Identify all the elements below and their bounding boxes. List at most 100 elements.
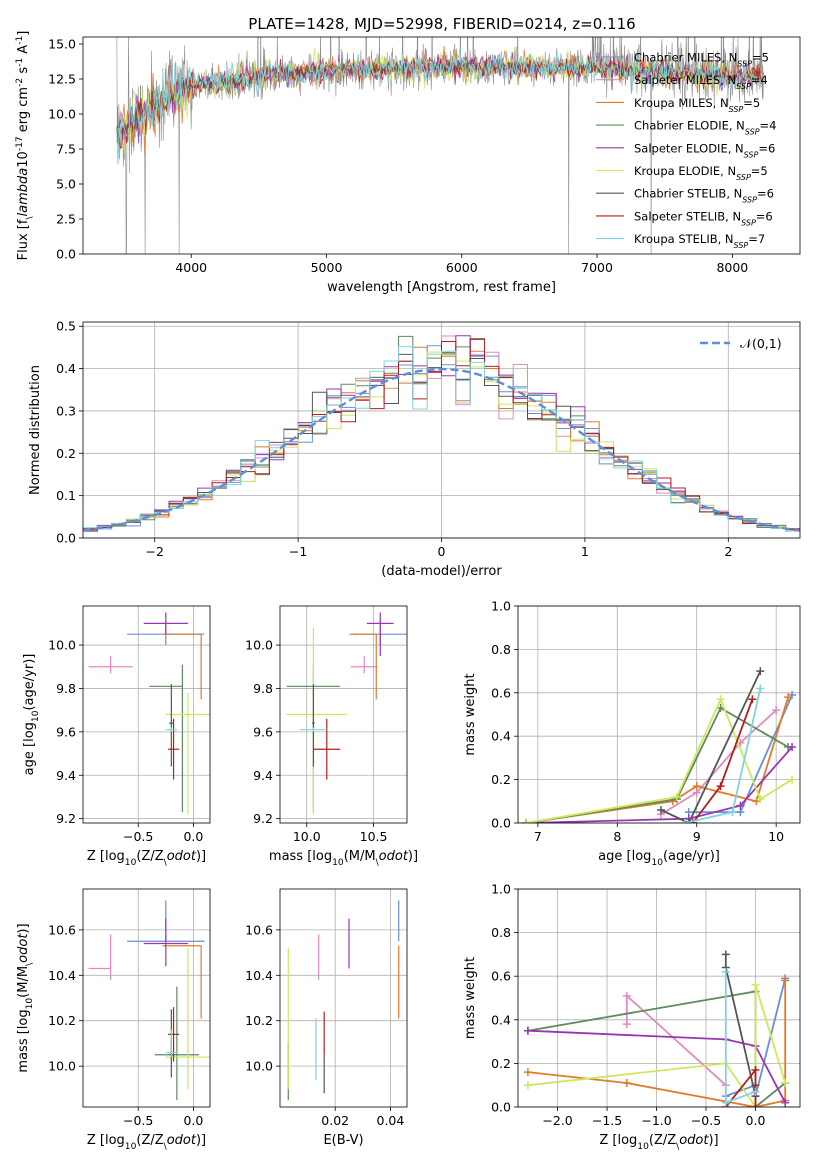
y-axis-label: mass weight [463,673,478,755]
legend-entry-chabrier-miles: Chabrier MILES, NSSP=5 [634,51,769,69]
label-fragment: 10 [332,858,344,868]
y-axis-label: mass weight [463,957,478,1039]
weight-line-chabrier-stelib [660,670,762,823]
label-fragment: \ [676,1142,680,1152]
y-tick-label: 0.6 [491,969,511,984]
label-fragment: Z [log [87,849,125,864]
label-fragment: (Z/Z [136,1133,163,1148]
label-fragment: s [16,67,31,78]
weight-marker-chabrier-stelib [721,950,730,959]
plot-area [83,335,800,532]
label-fragment: 𝒩(0,1) [740,336,782,351]
weight-z-axes: −2.0 −1.5 −1.0 −0.5 0.0 0.0 0.2 0.4 0.6 0.8 1.0 Z [… [463,882,801,1152]
label-fragment: mass [log [16,1009,31,1072]
label-fragment: \ [376,858,380,868]
legend-entry-salpeter-miles: Salpeter MILES, NSSP=4 [634,73,768,91]
label-fragment: 10 [651,858,663,868]
x-tick-label: −0.5 [691,1113,721,1128]
label-fragment: erg cm [16,87,31,136]
y-tick-label: 0.3 [56,403,76,418]
x-tick-label: 2 [724,544,732,559]
legend-subscript: SSP [745,127,760,136]
legend-subscript: SSP [742,195,757,204]
y-axis-label: age [log10(age/yr)] [22,654,41,776]
y-tick-label: 0.2 [56,446,76,461]
label-fragment: (M/M [16,966,31,998]
model-spectrum-salpeter-stelib [116,55,764,149]
y-tick-label: 0.4 [491,729,511,744]
weight-marker-salpeter-elodie [523,1026,532,1035]
x-tick-label: 0.02 [321,1113,349,1128]
y-tick-label: 10.2 [245,1013,273,1028]
y-tick-label: 12.5 [48,72,76,87]
label-fragment: mass [log [269,849,332,864]
y-tick-label: 0.4 [56,361,76,376]
weight-marker-salpeter-miles [622,1020,631,1029]
weight-line-salpeter-elodie [525,746,793,823]
y-tick-label: 9.6 [56,724,76,739]
label-fragment: -2 [15,78,25,87]
mass-ebv-axes: 0.02 0.04 10.0 10.2 10.4 10.6 E(B-V) [245,888,408,1148]
y-tick-label: 9.2 [56,811,76,826]
weight-marker-kroupa-elodie [521,819,530,823]
weight-line-kroupa-miles [525,696,789,823]
label-fragment: Normed distribution [28,365,43,495]
legend-nssp: =5 [751,164,768,178]
residual-histogram-kroupa-stelib [83,346,800,532]
y-tick-label: 0.4 [491,1012,511,1027]
axes-frame [82,605,211,824]
weight-marker-kroupa-elodie [716,695,725,704]
y-tick-label: 0.6 [491,685,511,700]
plot-area [88,900,210,1101]
label-fragment: lambda [16,168,31,217]
label-fragment: Z [log [87,1133,125,1148]
y-tick-label: 0.1 [56,488,76,503]
weight-marker-kroupa-stelib [721,1098,730,1107]
weight-marker-kroupa-miles [781,976,790,985]
weight-marker-kroupa-elodie [523,1081,532,1090]
y-tick-label: 0.8 [491,642,511,657]
y-tick-label: 9.4 [56,768,76,783]
label-fragment: Flux [f [16,219,31,260]
weight-marker-kroupa-stelib [680,819,689,823]
label-fragment: odot [167,849,197,864]
label-fragment: (age/yr)] [663,849,720,864]
weight-marker-salpeter-miles [622,991,631,1000]
x-tick-label: 10.0 [293,829,321,844]
legend-entry-chabrier-elodie: Chabrier ELODIE, NSSP=4 [634,119,776,137]
weight-marker-kroupa-elodie [756,795,765,804]
legend-subscript: SSP [736,82,751,91]
label-fragment: A [16,45,31,58]
weight-marker-chabrier-stelib [756,667,765,676]
x-tick-label: 9 [693,829,701,844]
x-tick-label: 0 [438,544,446,559]
y-tick-label: 10.0 [48,1059,76,1074]
figure-title: PLATE=1428, MJD=52998, FIBERID=0214, z=0… [248,15,635,33]
y-tick-label: 9.8 [253,681,273,696]
label-fragment: Z [log [599,1133,637,1148]
x-tick-label: −1 [289,544,307,559]
y-tick-label: 10.4 [245,968,273,983]
label-fragment: mass weight [463,957,478,1039]
weight-marker-kroupa-elodie [788,775,797,784]
weight-marker-salpeter-stelib [716,782,725,791]
axes-frame [279,605,408,824]
label-fragment: E(B-V) [323,1133,363,1148]
legend-nssp: =7 [748,232,765,246]
legend-nssp: =4 [751,73,768,87]
legend-nssp: =5 [743,96,760,110]
weight-marker-kroupa-elodie [751,980,760,989]
legend-entry-salpeter-stelib: Salpeter STELIB, NSSP=6 [634,209,773,227]
y-axis-label: Flux [f\lambda10-17 erg cm-2 s-1 A-1] [15,31,35,261]
legend-subscript: SSP [729,104,744,113]
weight-marker-kroupa-miles [784,693,793,702]
label-fragment: -17 [15,136,25,151]
spectrum-axes: 4000 5000 6000 7000 8000 0.0 2.5 5.0 7.5 10.0 12.5… [15,31,801,295]
y-tick-label: 9.6 [253,724,273,739]
weight-marker-salpeter-stelib [751,1103,760,1107]
label-fragment: mass weight [463,673,478,755]
mass-z-axes: −0.5 0.010.010.210.410.6Z [log10(Z/Z\odot… [16,888,211,1152]
label-fragment: 10 [31,710,41,722]
